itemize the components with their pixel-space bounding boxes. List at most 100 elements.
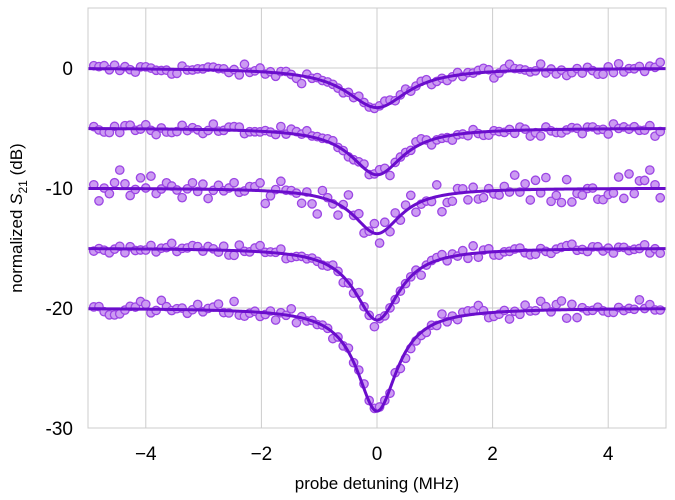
data-point	[369, 321, 380, 332]
data-point	[353, 208, 364, 219]
data-point	[192, 299, 203, 310]
data-point	[530, 175, 541, 186]
data-point	[525, 195, 536, 205]
data-point	[561, 174, 572, 185]
data-point	[390, 208, 401, 218]
data-point	[551, 190, 562, 201]
data-point	[468, 241, 478, 251]
y-tick-label: -30	[46, 419, 73, 440]
data-point	[556, 296, 567, 306]
data-point	[255, 178, 265, 188]
data-point	[198, 179, 208, 189]
fit-curve	[87, 307, 667, 413]
data-point	[509, 170, 520, 180]
data-point	[447, 196, 458, 207]
data-point	[561, 313, 572, 324]
data-point	[255, 240, 265, 251]
data-point	[629, 188, 640, 199]
tick-labels: −4 −2 0 2 4 0 -10 -20 -30	[46, 59, 614, 465]
data-point	[379, 217, 390, 228]
data-point	[307, 199, 317, 209]
fit-curve	[87, 127, 667, 177]
data-point	[655, 57, 666, 68]
data-point	[567, 197, 577, 207]
data-point	[276, 121, 286, 132]
x-tick-label: 0	[372, 444, 383, 465]
data-point	[333, 210, 343, 220]
data-point	[146, 171, 156, 182]
fit-curve	[87, 247, 667, 322]
y-tick-label: 0	[62, 59, 73, 80]
data-point	[437, 309, 447, 319]
data-point	[229, 296, 239, 307]
data-point	[229, 177, 239, 188]
data-point	[437, 206, 447, 217]
data-point	[276, 176, 286, 187]
data-point	[431, 180, 442, 190]
data-point	[109, 177, 120, 188]
data-point	[463, 194, 473, 205]
data-point	[260, 198, 271, 209]
data-point	[598, 69, 608, 80]
x-tick-label: 4	[603, 444, 614, 465]
data-point	[156, 295, 167, 306]
data-point	[343, 190, 354, 200]
data-point	[567, 299, 577, 310]
data-point	[405, 190, 416, 201]
data-point	[94, 196, 104, 206]
data-point	[140, 299, 151, 310]
data-point	[416, 270, 427, 281]
data-point	[203, 193, 213, 204]
data-point	[296, 198, 307, 209]
data-point	[541, 172, 551, 183]
data-point	[411, 207, 421, 218]
y-axis-label-suffix: (dB)	[7, 143, 26, 180]
data-point	[504, 314, 515, 324]
data-point	[177, 192, 187, 203]
data-point	[125, 190, 136, 201]
data-point	[270, 315, 281, 325]
data-point	[114, 165, 125, 175]
data-point	[286, 303, 297, 314]
x-tick-label: −2	[251, 444, 273, 465]
data-point	[374, 238, 385, 248]
y-tick-label: -20	[46, 299, 73, 320]
plot-frame	[87, 7, 667, 429]
data-point	[369, 218, 380, 229]
data-point	[655, 248, 666, 259]
y-axis-label: normalized S21 (dB)	[7, 143, 30, 292]
data-point	[546, 196, 556, 207]
data-point	[229, 250, 239, 261]
data-point	[385, 170, 395, 181]
data-point	[577, 190, 588, 200]
data-point	[120, 179, 130, 189]
data-point	[603, 129, 614, 139]
data-point	[494, 190, 504, 200]
data-point	[572, 312, 582, 323]
data-point	[655, 192, 666, 203]
data-point	[613, 58, 624, 69]
data-point	[296, 78, 307, 89]
x-tick-label: −4	[135, 444, 157, 465]
data-point	[613, 172, 624, 182]
y-axis-label-prefix: normalized	[7, 205, 26, 293]
data-point	[213, 299, 224, 309]
data-point	[187, 177, 198, 188]
y-axis-label-subscript: 21	[16, 180, 30, 194]
data-point	[166, 238, 177, 249]
data-point	[644, 165, 655, 175]
data-point	[618, 193, 629, 204]
x-axis-label: probe detuning (MHz)	[295, 474, 459, 493]
y-axis-label-symbol: S	[7, 193, 26, 205]
data-point	[535, 59, 546, 69]
fit-curve	[87, 186, 667, 236]
data-point	[291, 317, 302, 328]
data-point	[312, 209, 323, 219]
x-tick-label: 2	[487, 444, 498, 465]
data-point	[535, 131, 546, 141]
data-point	[239, 59, 250, 70]
data-point	[135, 172, 146, 183]
data-point	[104, 188, 115, 199]
data-point	[634, 294, 645, 305]
